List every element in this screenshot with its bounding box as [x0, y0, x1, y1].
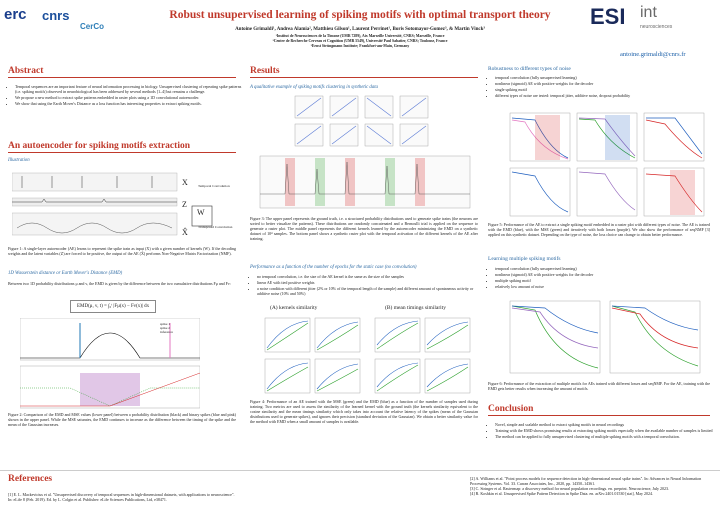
bullet: different types of noise are tested: tem…	[495, 93, 717, 98]
bullet: relatively low amount of noise	[495, 284, 717, 289]
logo: erc	[4, 6, 27, 23]
line: ²Centre de Recherche Cerveau et Cognitio…	[272, 38, 448, 43]
bullets: Novel, simple and scalable method to ext…	[488, 422, 717, 440]
section-title: An autoencoder for spiking motifs extrac…	[8, 141, 236, 153]
email[interactable]: antoine.grimaldi@cnrs.fr	[620, 51, 686, 58]
subsection-title: Learning multiple spiking motifs	[488, 256, 561, 262]
subtitle: 1D Wasserstein distance or Earth Mover's…	[8, 271, 123, 276]
section-title: Conclusion	[488, 404, 710, 416]
caption: Figure 3: The upper panel represents the…	[250, 216, 478, 241]
bullet: temporal convolution (fully unsupervised…	[495, 75, 717, 80]
bullet: multiple spiking motif	[495, 278, 717, 283]
subtitle: Performance as a function of the number …	[250, 265, 417, 270]
line: [3] C. Stringer et al. Rastermap: a disc…	[470, 486, 670, 491]
line: [4] R. Koshkin et al. Unsupervised Spike…	[470, 491, 653, 496]
caption: Figure 2: Comparison of the EMD and MSE …	[8, 412, 236, 427]
authors: Antoine Grimaldi¹, Andrea Alamia², Matth…	[235, 27, 485, 32]
figure	[12, 172, 213, 236]
caption: Figure 1: A single-layer autoencoder (AE…	[8, 246, 236, 256]
panel-title: (A) kernels similarity	[270, 305, 318, 311]
caption: Figure 4: Performance of an AE trained w…	[250, 399, 478, 424]
logo: int	[640, 4, 657, 21]
section-title: References	[8, 474, 53, 484]
fig-label: X̂	[182, 228, 188, 237]
bullet: nonlinear (sigmoid) AE with positive wei…	[495, 81, 717, 86]
bullet: Training with the EMD shows promising re…	[495, 428, 717, 433]
logo: CerCo	[80, 22, 105, 31]
bullet: Novel, simple and scalable method to ext…	[495, 422, 717, 427]
bullets: no temporal convolution, i.e. the size o…	[250, 274, 485, 297]
figure	[259, 95, 471, 209]
section-title: Abstract	[8, 66, 236, 78]
bullets: temporal convolution (fully unsupervised…	[488, 266, 717, 290]
caption: Figure 6: Performance of the extraction …	[488, 381, 710, 391]
fig-label: Z	[182, 200, 187, 209]
line: [2] A. Williams et al. "Point process mo…	[470, 476, 702, 486]
fig-label: Temporal Convolution	[198, 184, 230, 188]
figure	[509, 112, 705, 217]
bullet: The method can be applied to fully unsup…	[495, 434, 717, 439]
title: Robust unsupervised learning of spiking …	[169, 9, 551, 21]
line: ¹Institut de Neurosciences de la Timone …	[275, 34, 445, 38]
line: inference	[160, 330, 174, 335]
logo: ESI	[590, 4, 626, 29]
subtitle: A qualitative example of spiking motifs …	[250, 85, 378, 90]
equation: EMD(μ, ν, t) = ∫₀ᵗ |Fμ(x) − Fν(x)| dx	[70, 300, 157, 313]
subtitle: Illustration	[8, 158, 30, 163]
bullet: a noise condition with different jitter …	[257, 286, 485, 296]
bullets: Temporal sequences are an important feat…	[8, 84, 243, 107]
bullet: single spiking motif	[495, 87, 717, 92]
reference: [1] E. L. Mackevicius et al. "Unsupervis…	[8, 492, 235, 502]
line: spike 2	[160, 326, 171, 331]
reference-list: [2] A. Williams et al. "Point process mo…	[470, 476, 710, 496]
affiliations: ¹Institut de Neurosciences de la Timone …	[150, 34, 570, 49]
bullet: Temporal sequences are an important feat…	[15, 84, 243, 94]
figure	[20, 318, 200, 409]
section-title: Results	[250, 66, 478, 78]
bullet: linear AE with tied positive weights	[257, 280, 485, 285]
paragraph: Between two 1D probability distributions…	[8, 281, 231, 286]
bullet: We show that using the Earth Mover's Dis…	[15, 101, 243, 106]
line: ³Ernst Strüngmann Institute; Frankfurt-a…	[310, 43, 410, 48]
panel-title: (B) mean timings similarity	[385, 305, 446, 311]
bullet: temporal convolution (fully unsupervised…	[495, 266, 717, 271]
logo: neurosciences	[640, 24, 673, 30]
bullet: We propose a new method to extract spike…	[15, 95, 243, 100]
fig-label: W	[197, 208, 205, 217]
line: spike 1	[160, 322, 171, 326]
fig-label: Transposed Convolution	[198, 225, 233, 229]
divider	[0, 470, 720, 471]
legend: spike 1 spike 2 inference	[160, 322, 173, 335]
figure	[264, 317, 471, 394]
figure	[509, 300, 701, 374]
fig-label: X	[182, 178, 188, 187]
bullet: no temporal convolution, i.e. the size o…	[257, 274, 485, 279]
logo: cnrs	[42, 8, 70, 23]
subsection-title: Robustness to different types of noise	[488, 66, 571, 72]
bullets: temporal convolution (fully unsupervised…	[488, 75, 717, 99]
caption: Figure 5: Performance of the AE to extra…	[488, 222, 710, 237]
bullet: nonlinear (sigmoid) AE with positive wei…	[495, 272, 717, 277]
